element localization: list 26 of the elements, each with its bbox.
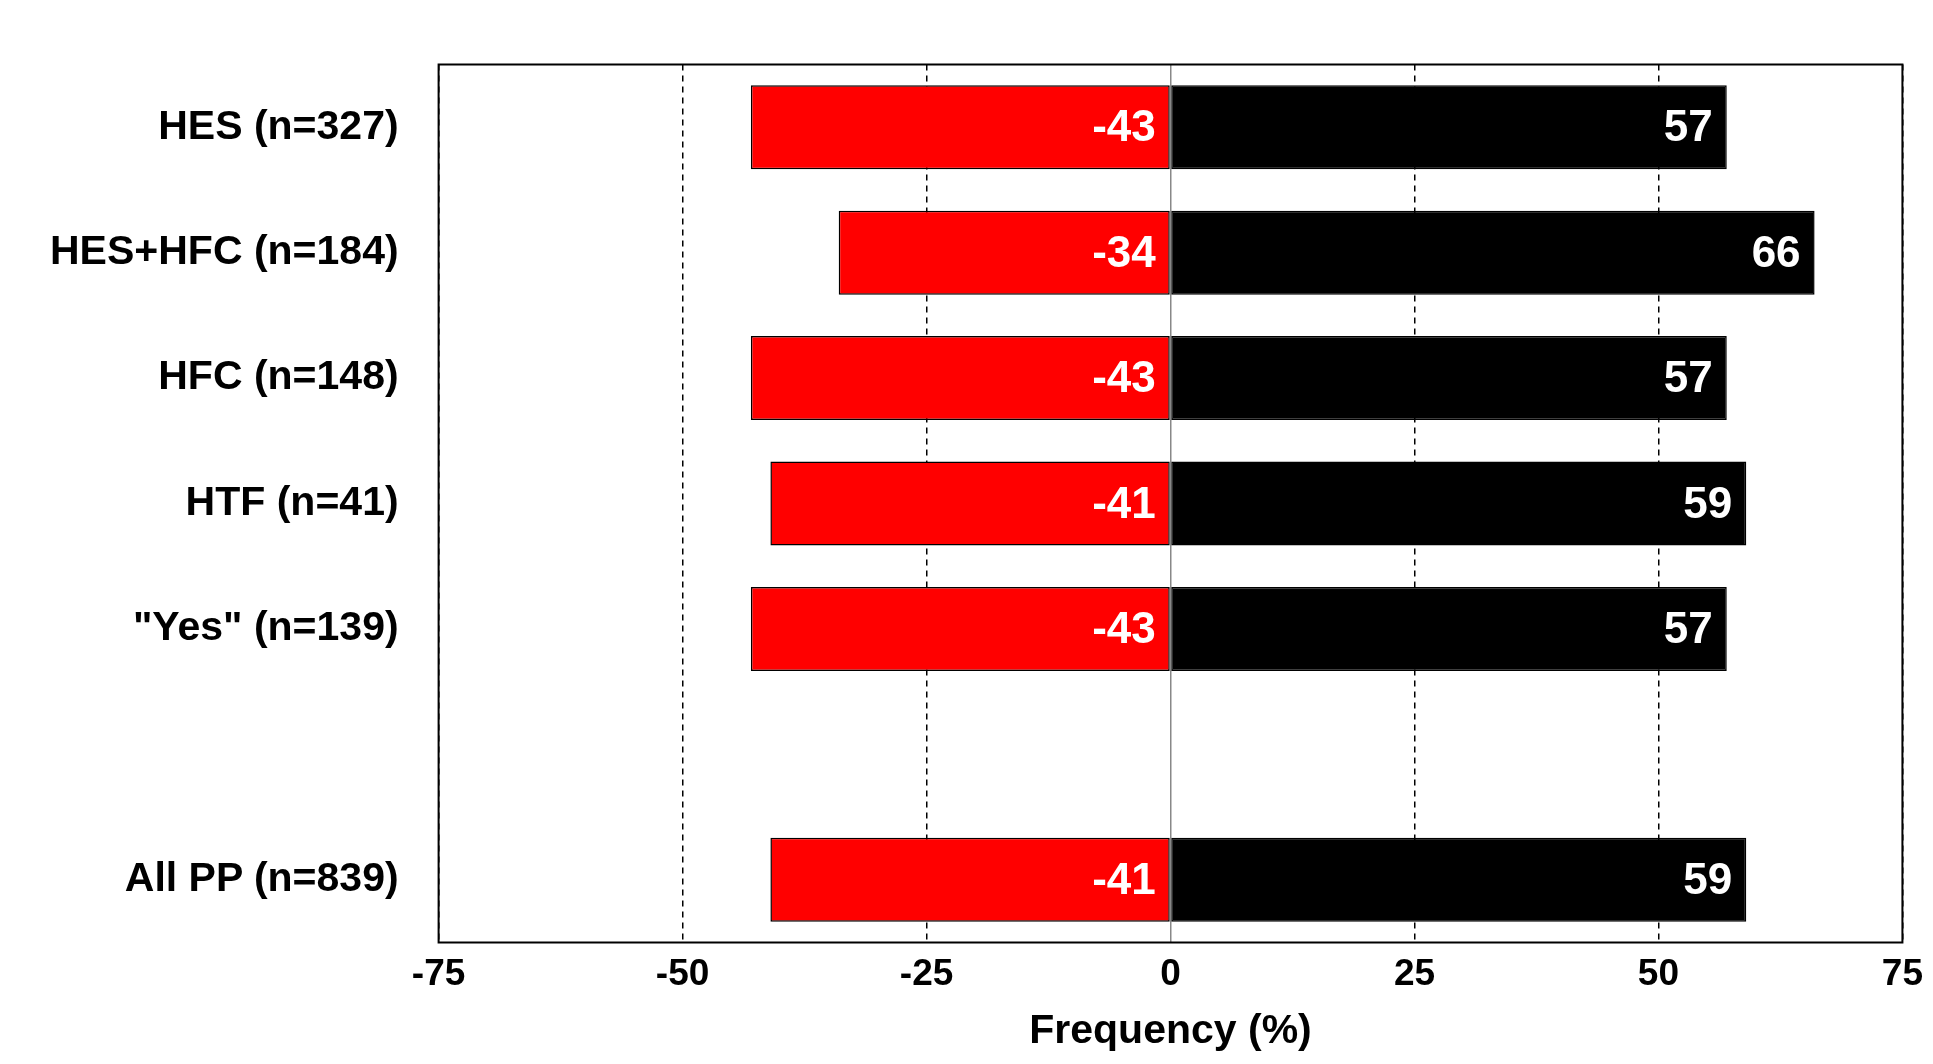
- x-tick-label: -75: [411, 951, 466, 993]
- data-label: -41: [1092, 853, 1156, 903]
- data-label: 57: [1663, 603, 1713, 653]
- data-label: 57: [1663, 101, 1713, 151]
- data-label: 66: [1751, 226, 1801, 276]
- data-label: 59: [1683, 853, 1733, 903]
- data-label: -34: [1092, 226, 1157, 276]
- data-label: -43: [1092, 603, 1156, 653]
- data-label: -43: [1092, 352, 1156, 402]
- y-tick-label: HES+HFC (n=184): [49, 227, 399, 274]
- x-axis-title: Frequency (%): [1029, 1005, 1312, 1052]
- y-tick-label: HES (n=327): [158, 101, 399, 148]
- data-label: -41: [1092, 477, 1156, 527]
- y-tick-label: HFC (n=148): [158, 352, 399, 399]
- data-label: 59: [1683, 477, 1733, 527]
- x-tick-label: 25: [1393, 951, 1436, 993]
- x-tick-label: -50: [655, 951, 710, 993]
- x-tick-label: 50: [1637, 951, 1680, 993]
- y-tick-label: All PP (n=839): [124, 854, 399, 901]
- x-tick-label: -25: [899, 951, 954, 993]
- data-label: 57: [1663, 352, 1713, 402]
- x-tick-label: 75: [1881, 951, 1923, 993]
- x-tick-label: 0: [1160, 951, 1181, 993]
- y-tick-label: HTF (n=41): [185, 477, 399, 524]
- data-label: -43: [1092, 101, 1156, 151]
- y-tick-label: "Yes" (n=139): [132, 603, 399, 650]
